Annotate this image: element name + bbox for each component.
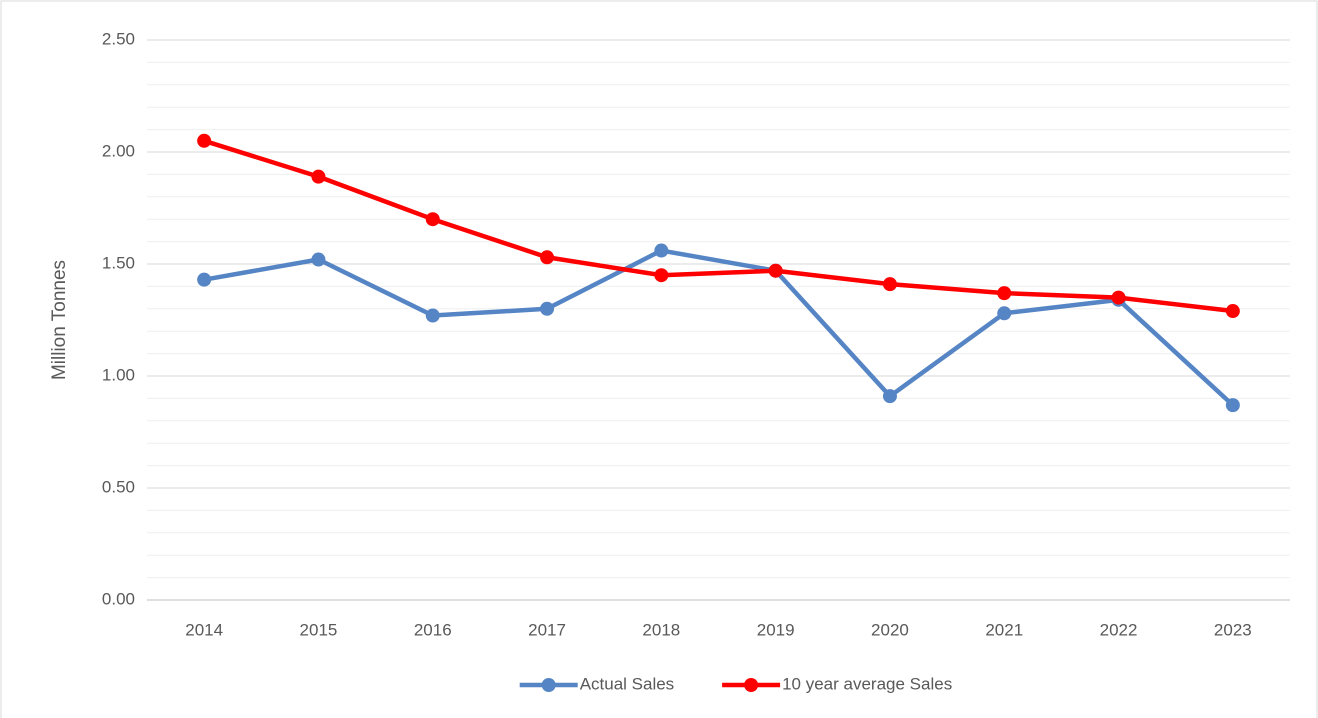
y-tick-label: 1.50 xyxy=(102,253,135,272)
x-tick-label: 2016 xyxy=(414,620,452,639)
data-point xyxy=(1225,398,1240,413)
x-tick-label: 2018 xyxy=(642,620,680,639)
x-tick-label: 2019 xyxy=(757,620,795,639)
data-point xyxy=(1225,304,1240,319)
data-point xyxy=(197,133,212,148)
data-point xyxy=(654,268,669,283)
y-tick-label: 1.00 xyxy=(102,365,135,384)
y-tick-label: 2.00 xyxy=(102,141,135,160)
data-point xyxy=(997,306,1012,321)
data-point xyxy=(882,389,897,404)
series-line xyxy=(201,248,1236,408)
data-point xyxy=(997,286,1012,301)
data-point xyxy=(1111,290,1126,305)
y-tick-label: 0.00 xyxy=(102,589,135,608)
data-point xyxy=(425,212,440,227)
x-tick-label: 2023 xyxy=(1214,620,1252,639)
data-point xyxy=(882,277,897,292)
data-point xyxy=(311,252,326,267)
x-tick-label: 2017 xyxy=(528,620,566,639)
legend-marker xyxy=(744,678,759,692)
y-axis-title: Million Tonnes xyxy=(49,260,70,380)
y-tick-label: 0.50 xyxy=(102,477,135,496)
data-point xyxy=(540,301,555,316)
x-tick-label: 2015 xyxy=(300,620,338,639)
x-tick-label: 2020 xyxy=(871,620,909,639)
legend-label: 10 year average Sales xyxy=(782,674,952,693)
legend-label: Actual Sales xyxy=(580,674,675,693)
legend-marker xyxy=(541,678,556,692)
x-tick-label: 2021 xyxy=(985,620,1023,639)
data-point xyxy=(425,308,440,323)
x-tick-label: 2014 xyxy=(185,620,223,639)
y-tick-label: 2.50 xyxy=(102,29,135,48)
data-point xyxy=(540,250,555,265)
series-line xyxy=(201,138,1236,314)
data-point xyxy=(768,263,783,278)
data-point xyxy=(311,169,326,184)
data-point xyxy=(197,272,212,287)
x-tick-label: 2022 xyxy=(1100,620,1138,639)
data-point xyxy=(654,243,669,258)
